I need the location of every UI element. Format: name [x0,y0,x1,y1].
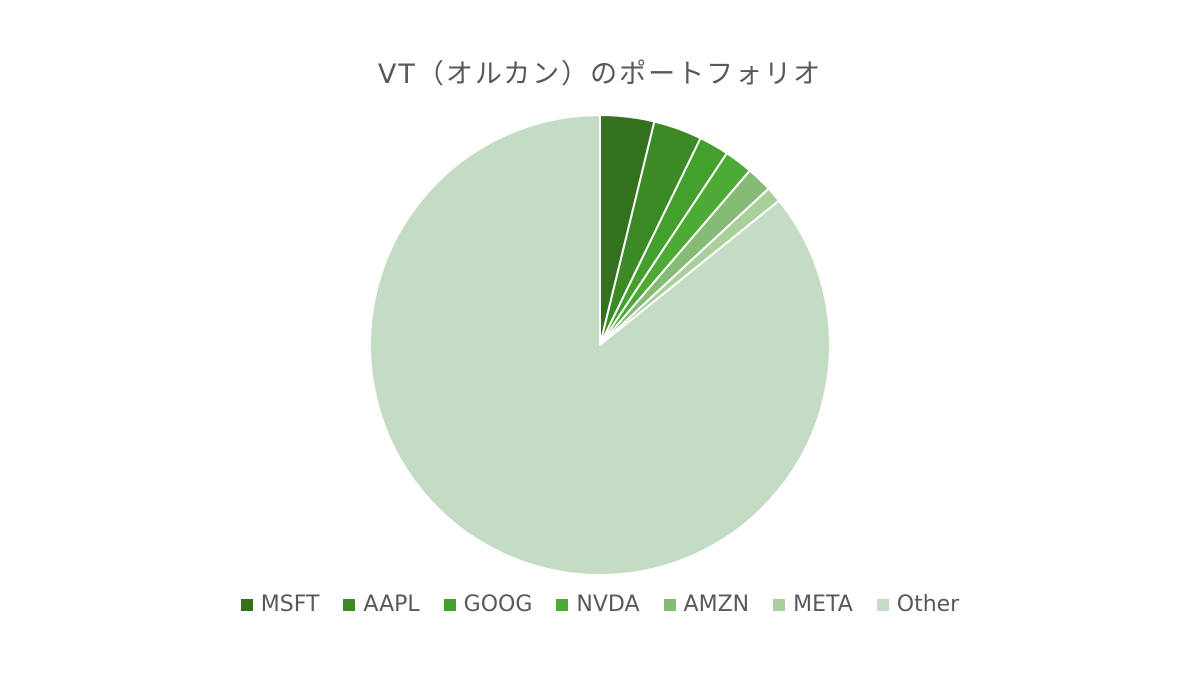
legend-item-aapl: AAPL [343,592,420,617]
pie-slice-other [369,114,831,576]
legend: MSFT AAPL GOOG NVDA AMZN META Other [0,592,1200,617]
legend-item-other: Other [876,592,960,617]
legend-label: META [793,592,853,617]
legend-item-goog: GOOG [443,592,533,617]
legend-label: AMZN [683,592,750,617]
legend-item-msft: MSFT [240,592,320,617]
legend-swatch [343,598,356,611]
legend-label: GOOG [463,592,533,617]
legend-swatch [240,598,253,611]
legend-label: NVDA [576,592,640,617]
legend-swatch [876,598,889,611]
legend-item-meta: META [773,592,853,617]
legend-swatch [773,598,786,611]
legend-label: AAPL [363,592,420,617]
legend-label: MSFT [260,592,320,617]
legend-swatch [443,598,456,611]
legend-item-amzn: AMZN [663,592,750,617]
legend-item-nvda: NVDA [556,592,640,617]
legend-label: Other [896,592,960,617]
chart-title: VT（オルカン）のポートフォリオ [377,59,823,90]
legend-swatch [663,598,676,611]
legend-swatch [556,598,569,611]
